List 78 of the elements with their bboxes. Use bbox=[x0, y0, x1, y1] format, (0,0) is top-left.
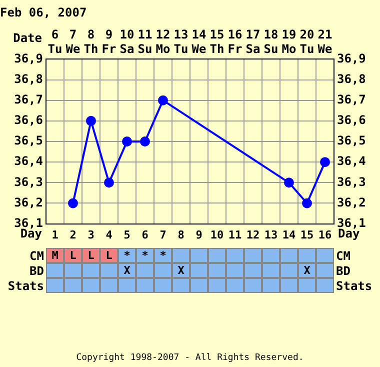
category-label: Stats bbox=[8, 278, 44, 292]
x-tick-label: 21 We bbox=[318, 28, 332, 56]
text: Copyright 1998-2007 - All Rights Reserved. bbox=[75, 353, 305, 363]
x-tick-label: 13 Tu bbox=[174, 28, 188, 56]
y-tick-label: 36,1 bbox=[14, 216, 43, 230]
table-cell: L bbox=[82, 248, 100, 263]
table-cell: M bbox=[46, 248, 64, 263]
table-cell: L bbox=[100, 248, 118, 263]
x2-tick-label: 16 bbox=[318, 228, 332, 242]
y-tick-label: 36,4 bbox=[14, 154, 43, 168]
point bbox=[158, 95, 168, 106]
x-tick-label: 7 We bbox=[66, 28, 80, 56]
point bbox=[68, 198, 78, 208]
y-tick-label: 36,5 bbox=[14, 134, 43, 148]
x-tick-label: 10 Sa bbox=[120, 28, 134, 56]
x-axis-title: Date bbox=[13, 30, 42, 45]
y-tick-label: 36,6 bbox=[14, 113, 43, 128]
y2-tick-label: 36,2 bbox=[337, 195, 366, 210]
x-tick-label: 9 Fr bbox=[102, 28, 116, 56]
x2-tick-label: 13 bbox=[264, 228, 278, 242]
x2-tick-label: 15 bbox=[300, 228, 314, 242]
x2-tick-label: 11 bbox=[228, 228, 242, 242]
category-label: Stats bbox=[336, 278, 372, 292]
x2-tick-label: 9 bbox=[196, 228, 202, 242]
point bbox=[86, 116, 96, 126]
x2-tick-label: 4 bbox=[106, 228, 113, 242]
category-label: BD bbox=[30, 264, 44, 278]
table-cell: * bbox=[154, 248, 172, 263]
x-tick-label: 6 Tu bbox=[48, 28, 62, 56]
y2-tick-label: 36,5 bbox=[337, 134, 366, 148]
x2-tick-label: 12 bbox=[246, 228, 260, 242]
point bbox=[104, 178, 114, 188]
x-tick-label: 20 Tu bbox=[300, 28, 314, 56]
x2-tick-label: 6 bbox=[142, 228, 149, 242]
x2-tick-label: 14 bbox=[282, 228, 296, 242]
point bbox=[122, 136, 132, 146]
y2-tick-label: 36,8 bbox=[337, 72, 366, 86]
table-cell: X bbox=[298, 263, 316, 278]
point bbox=[284, 178, 294, 188]
y-tick-label: 36,3 bbox=[14, 174, 43, 189]
x-tick-label: 19 Mo bbox=[282, 28, 296, 56]
x-tick-label: 11 Su bbox=[138, 28, 152, 56]
chart-title: Feb 06, 2007 bbox=[0, 5, 87, 20]
y-tick-label: 36,7 bbox=[14, 92, 43, 106]
category-label: CM bbox=[30, 248, 44, 262]
category-label: BD bbox=[336, 264, 350, 278]
table-cell: * bbox=[118, 248, 136, 263]
y-tick-label: 36,9 bbox=[14, 51, 43, 66]
x-tick-label: 16 Fr bbox=[228, 28, 242, 56]
x-tick-label: 17 Sa bbox=[246, 28, 260, 56]
x2-tick-label: 1 bbox=[52, 228, 59, 242]
x-tick-label: 15 Th bbox=[210, 28, 224, 56]
x2-tick-label: 5 bbox=[124, 228, 130, 242]
point bbox=[140, 136, 150, 146]
y2-tick-label: 36,9 bbox=[337, 51, 366, 66]
x2-tick-label: 10 bbox=[210, 228, 224, 242]
x2-tick-label: 7 bbox=[160, 228, 166, 242]
x2-tick-label: 8 bbox=[178, 228, 184, 242]
x2-tick-label: 3 bbox=[88, 228, 94, 242]
y2-tick-label: 36,4 bbox=[337, 154, 366, 168]
point bbox=[320, 157, 330, 168]
table-cell: L bbox=[64, 248, 82, 263]
category-label: CM bbox=[336, 248, 350, 262]
y2-tick-label: 36,7 bbox=[337, 92, 366, 106]
x-tick-label: 18 Su bbox=[264, 28, 278, 56]
y2-tick-label: 36,6 bbox=[337, 113, 366, 128]
table-cell: X bbox=[172, 263, 190, 278]
x-tick-label: 8 Th bbox=[84, 28, 98, 56]
table-cell: X bbox=[118, 263, 136, 278]
x2-tick-label: 2 bbox=[70, 228, 76, 242]
y-tick-label: 36,8 bbox=[14, 72, 43, 86]
table-cell: * bbox=[136, 248, 154, 263]
y-tick-label: 36,2 bbox=[14, 195, 43, 210]
x-tick-label: 14 We bbox=[192, 28, 206, 56]
y2-tick-label: 36,1 bbox=[337, 216, 366, 230]
x-tick-label: 12 Mo bbox=[156, 28, 170, 56]
y2-tick-label: 36,3 bbox=[337, 174, 366, 189]
point bbox=[302, 198, 312, 208]
